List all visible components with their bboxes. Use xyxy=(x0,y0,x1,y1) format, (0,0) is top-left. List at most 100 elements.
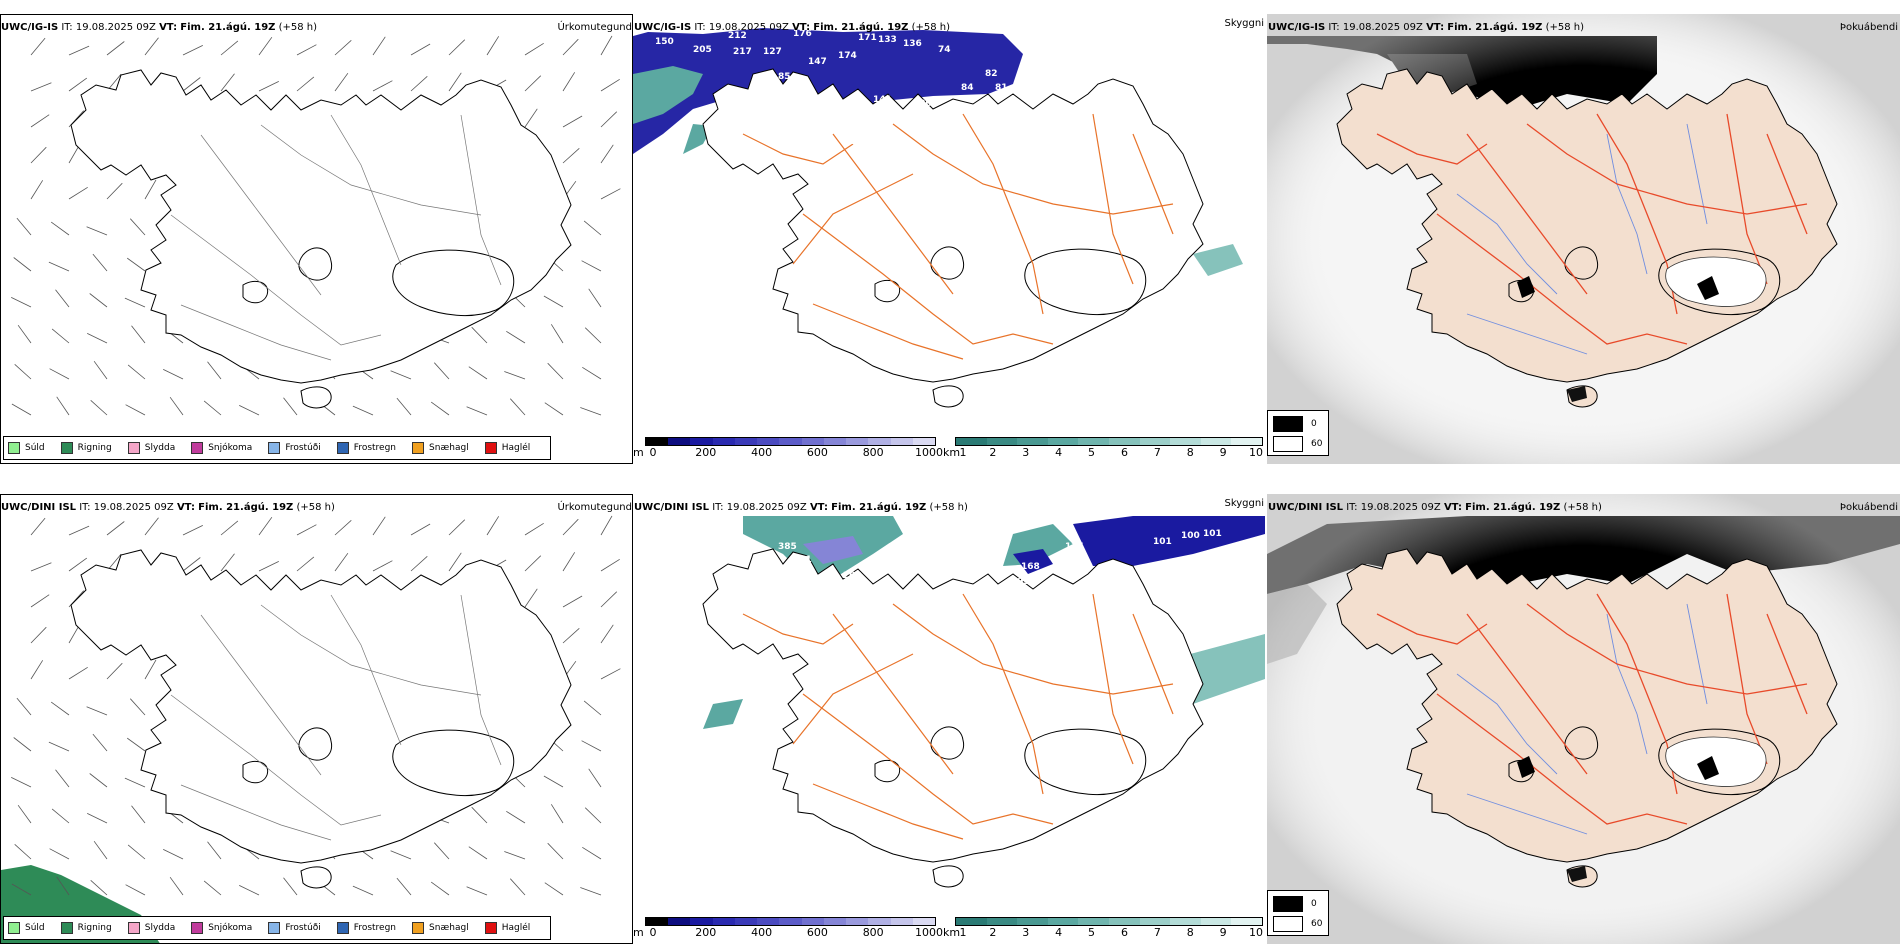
colorbar-segment xyxy=(823,438,847,445)
wind-barb xyxy=(144,659,157,680)
legend-swatch xyxy=(60,922,73,934)
precip-map-dini xyxy=(1,515,621,943)
header-fog-dini: UWC/DINI ISL IT: 19.08.2025 09Z VT: Fim.… xyxy=(1268,502,1602,513)
colorbar-segment xyxy=(779,918,802,925)
wind-barb xyxy=(524,42,544,56)
wind-barb xyxy=(182,525,203,536)
wind-barb xyxy=(583,220,602,236)
wind-barb xyxy=(434,362,450,380)
colorbar-tick: 10 xyxy=(1249,446,1263,459)
wind-barb xyxy=(448,552,462,572)
colorbar-segment xyxy=(1139,438,1171,445)
panel-title-fog-dini: Þokuábendi xyxy=(1839,502,1898,513)
wind-barb xyxy=(334,40,352,56)
wind-barb xyxy=(562,595,583,608)
wind-barb xyxy=(220,553,235,572)
colorbar-tick: 9 xyxy=(1219,446,1227,459)
wind-barb xyxy=(390,850,412,860)
wind-barb xyxy=(125,884,146,896)
wind-barb xyxy=(68,45,90,56)
legend-swatch xyxy=(268,442,281,454)
wind-barb xyxy=(562,552,576,572)
wind-barb xyxy=(296,44,317,56)
ceiling-label: 38 xyxy=(1071,555,1084,565)
ceiling-label: 200 xyxy=(843,571,862,581)
ceiling-label: 135 xyxy=(843,137,862,147)
fog-legend-label: 60 xyxy=(1311,919,1323,929)
wind-barb xyxy=(466,886,488,896)
wind-barb xyxy=(506,330,526,344)
wind-barb xyxy=(131,325,146,344)
ceiling-label: 385 xyxy=(778,542,797,552)
wind-barb xyxy=(51,808,70,824)
legend-label: Snæhagl xyxy=(429,923,469,933)
visibility-colorbar-dini: km 1 2 3 4 5 6 7 8 9 10 xyxy=(943,917,1265,941)
colorbar-tick: 400 xyxy=(751,926,773,939)
wind-barb xyxy=(125,404,146,416)
colorbar-segment xyxy=(986,438,1018,445)
colorbar-tick: 200 xyxy=(695,926,717,939)
colorbar-tick: 5 xyxy=(1088,926,1096,939)
wind-barb xyxy=(584,327,602,344)
colorbar-segment xyxy=(956,918,987,925)
fog-map-dini xyxy=(1267,494,1900,944)
wind-barb xyxy=(11,297,32,308)
colorbar-segment xyxy=(646,438,669,445)
colorbar-tick: 1000 xyxy=(915,446,943,459)
wind-barb xyxy=(51,328,70,344)
fog-legend-label: 60 xyxy=(1311,439,1323,449)
colorbar-segment xyxy=(868,438,891,445)
legend-label: Rigning xyxy=(77,443,112,453)
header-precip-dini: UWC/DINI ISL IT: 19.08.2025 09Z VT: Fim.… xyxy=(1,502,335,513)
ceiling-label: 12 xyxy=(753,727,766,737)
colorbar-segment xyxy=(1047,918,1079,925)
ceiling-label: 168 xyxy=(1021,562,1040,572)
wind-barb xyxy=(543,295,564,308)
wind-barb xyxy=(30,82,52,92)
colorbar-segment xyxy=(712,438,735,445)
legend-item: Rigning xyxy=(60,922,112,934)
wind-barb xyxy=(220,73,235,92)
legend-label: Haglél xyxy=(501,923,531,933)
wind-barb xyxy=(588,768,602,788)
wind-barb xyxy=(11,403,32,416)
ceiling-label: 145 xyxy=(848,125,867,135)
ceiling-label: 174 xyxy=(838,51,857,61)
visibility-colorbar-igis: km 1 2 3 4 5 6 7 8 9 10 xyxy=(943,437,1265,461)
colorbar-tick: 0 xyxy=(649,446,657,459)
ceiling-label: 85 xyxy=(778,72,791,82)
legend-label: Frostregn xyxy=(353,923,397,933)
ceiling-label: 84 xyxy=(961,83,974,93)
iceland-outline xyxy=(71,70,571,408)
wind-barb xyxy=(68,557,88,572)
wind-barb xyxy=(600,78,620,92)
colorbar-tick: 8 xyxy=(1186,926,1194,939)
fog-legend-row: 60 xyxy=(1273,916,1322,932)
legend-item: Frostúði xyxy=(268,922,321,934)
legend-item: Snjókoma xyxy=(191,442,252,454)
colorbar-segment xyxy=(986,918,1018,925)
wind-barb xyxy=(163,849,184,860)
precip-type-panel-dini xyxy=(0,494,633,944)
legend-swatch xyxy=(336,922,349,934)
wind-barb xyxy=(49,368,70,380)
colorbar-segment xyxy=(1078,438,1109,445)
colorbar-segment xyxy=(890,438,913,445)
colorbar-tick: 1 xyxy=(959,926,967,939)
wind-barb xyxy=(296,76,315,92)
wind-barb xyxy=(87,813,108,824)
colorbar-segment xyxy=(668,438,691,445)
wind-barb xyxy=(16,697,32,716)
legend-swatch xyxy=(412,922,425,934)
colorbar-segment xyxy=(734,438,758,445)
wind-barb xyxy=(55,289,70,308)
wind-barb xyxy=(144,517,159,536)
legend-item: Frostregn xyxy=(336,922,397,934)
legend-label: Haglél xyxy=(501,443,531,453)
wind-barb xyxy=(68,186,88,200)
wind-barb xyxy=(182,557,201,572)
wind-barb xyxy=(600,144,614,164)
colorbar-segment xyxy=(1200,918,1232,925)
